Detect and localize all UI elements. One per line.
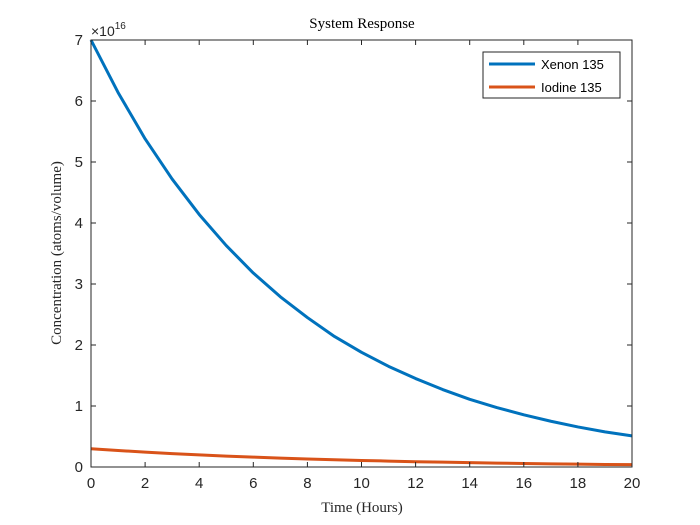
- x-tick-label-14: 14: [461, 475, 478, 492]
- x-tick-label-10: 10: [353, 475, 370, 492]
- y-exponent-base: ×10: [91, 23, 115, 39]
- x-tick-label-6: 6: [249, 475, 257, 492]
- series-line-iodine-135: [90, 447, 633, 467]
- legend: Xenon 135 Iodine 135: [482, 51, 621, 99]
- y-exponent-power: 16: [115, 21, 127, 32]
- y-tick-label-3: 3: [75, 276, 83, 293]
- y-tick-label-7: 7: [75, 32, 83, 49]
- x-tick-label-2: 2: [141, 475, 149, 492]
- y-tick-label-0: 0: [75, 459, 83, 476]
- y-exponent-label: ×1016: [91, 21, 126, 39]
- chart-title: System Response: [309, 16, 415, 32]
- x-tick-label-18: 18: [570, 475, 587, 492]
- x-tick-label-4: 4: [195, 475, 203, 492]
- x-tick-label-16: 16: [515, 475, 532, 492]
- x-tick-label-0: 0: [87, 475, 95, 492]
- x-tick-label-12: 12: [407, 475, 424, 492]
- x-tick-label-8: 8: [303, 475, 311, 492]
- plot-background: [91, 40, 632, 467]
- x-axis-label: Time (Hours): [321, 500, 403, 516]
- x-tick-label-20: 20: [624, 475, 641, 492]
- y-axis-label: Concentration (atoms/volume): [49, 161, 65, 345]
- y-tick-label-4: 4: [75, 215, 83, 232]
- y-tick-label-2: 2: [75, 337, 83, 354]
- series-line-xenon-135: [89, 39, 633, 438]
- y-tick-label-5: 5: [75, 154, 83, 171]
- legend-box: [482, 51, 621, 99]
- y-tick-label-1: 1: [75, 398, 83, 415]
- legend-label-xenon: Xenon 135: [541, 57, 604, 72]
- y-tick-label-6: 6: [75, 93, 83, 110]
- legend-label-iodine: Iodine 135: [541, 80, 602, 95]
